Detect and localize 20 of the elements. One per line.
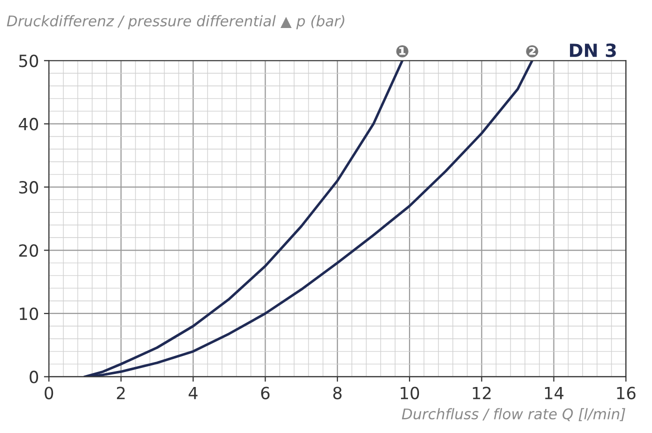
x-tick-label: 0 bbox=[44, 386, 54, 400]
y-tick-label: 40 bbox=[18, 118, 38, 130]
y-tick-label: 20 bbox=[19, 244, 38, 257]
x-tick-label: 12 bbox=[472, 386, 491, 400]
x-tick-label: 16 bbox=[617, 386, 636, 400]
x-tick-label: 10 bbox=[400, 386, 420, 400]
text: DN 3 bbox=[570, 43, 616, 58]
y-tick-label: 10 bbox=[20, 307, 38, 320]
x-tick-label: 4 bbox=[188, 386, 198, 400]
series-label: ❷ bbox=[526, 45, 538, 58]
x-tick-label: 14 bbox=[545, 386, 564, 400]
series-label: ❶ bbox=[396, 45, 408, 58]
y-tick-label: 30 bbox=[19, 181, 38, 194]
x-tick-label: 6 bbox=[261, 386, 270, 400]
x-axis-title: Durchfluss / flow rate Q [l/min] bbox=[402, 408, 626, 422]
y-tick-label: 50 bbox=[19, 54, 38, 68]
y-axis-title: Druckdifferenz / pressure differential ▲ p (bar) bbox=[6, 15, 344, 30]
x-tick-label: 8 bbox=[333, 386, 342, 400]
y-tick-label: 0 bbox=[30, 370, 38, 384]
x-tick-label: 2 bbox=[116, 386, 125, 400]
